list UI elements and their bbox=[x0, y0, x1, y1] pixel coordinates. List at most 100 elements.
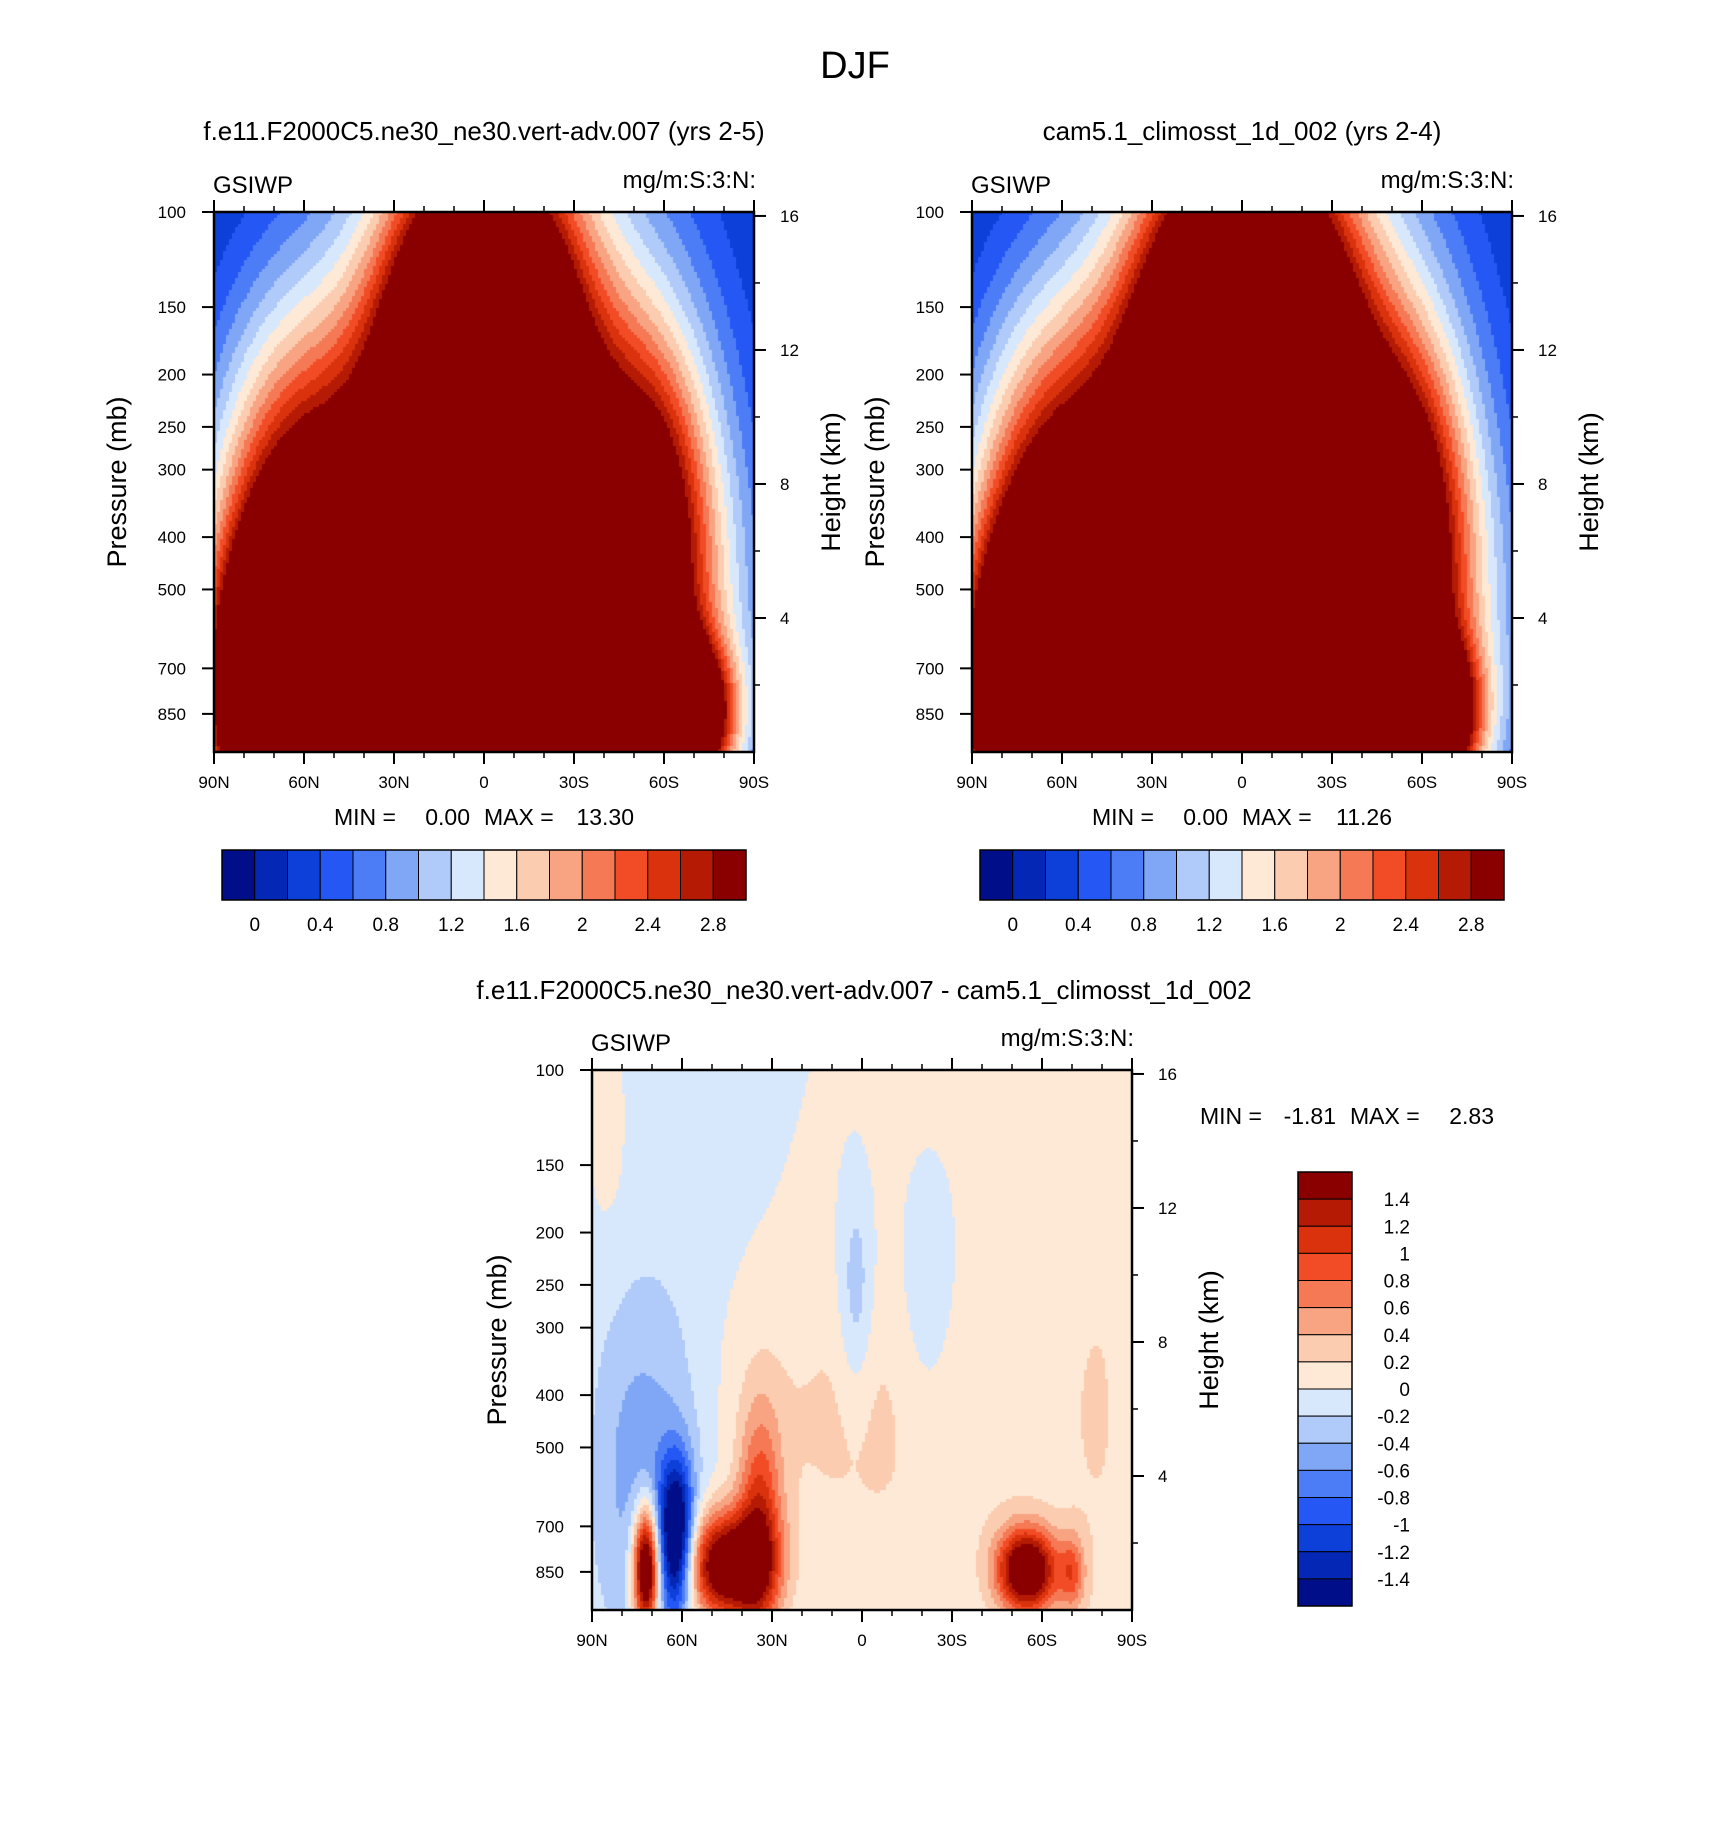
y-tick-label: 700 bbox=[536, 1517, 564, 1536]
panel-3-ylabel-right: Height (km) bbox=[1194, 1270, 1224, 1410]
x-tick-label: 60S bbox=[649, 773, 679, 792]
y-tick-label: 500 bbox=[916, 580, 944, 599]
panel-3-title: f.e11.F2000C5.ne30_ne30.vert-adv.007 - c… bbox=[476, 975, 1251, 1005]
y-right-tick-label: 4 bbox=[1538, 609, 1547, 628]
colorbar-label: 0.8 bbox=[373, 915, 399, 936]
y-right-tick-label: 8 bbox=[1538, 475, 1547, 494]
y-tick-label: 150 bbox=[536, 1156, 564, 1175]
colorbar-box bbox=[1110, 849, 1145, 901]
colorbar-box bbox=[1297, 1388, 1353, 1417]
colorbar-box bbox=[979, 849, 1014, 901]
colorbar-label: 1.2 bbox=[438, 915, 464, 936]
y-right-tick-label: 12 bbox=[780, 341, 799, 360]
panel-3-colorbar: 1.4 1.2 1 0.8 0.6 0.4 0.2 0 -0.2 -0.4 -0.6 -0.8 -1 -1… bbox=[1297, 1171, 1411, 1607]
y-tick-label: 700 bbox=[916, 659, 944, 678]
colorbar-box bbox=[1274, 849, 1308, 901]
colorbar-label: -1 bbox=[1393, 1516, 1410, 1537]
panel-2-min-label: MIN = bbox=[1092, 804, 1154, 830]
panel-1-max-value: 13.30 bbox=[576, 804, 634, 830]
y-tick-label: 300 bbox=[158, 461, 186, 480]
y-tick-label: 100 bbox=[536, 1061, 564, 1080]
colorbar-box bbox=[1241, 849, 1276, 901]
y-tick-label: 250 bbox=[536, 1276, 564, 1295]
colorbar-box bbox=[1297, 1307, 1353, 1336]
colorbar-box bbox=[221, 849, 256, 901]
colorbar-box bbox=[1297, 1225, 1353, 1254]
colorbar-box bbox=[1339, 849, 1374, 901]
colorbar-label: -0.6 bbox=[1377, 1461, 1410, 1482]
panel-1-variable-label: GSIWP bbox=[213, 172, 293, 199]
y-tick-label: 200 bbox=[916, 366, 944, 385]
x-tick-label: 90S bbox=[1497, 773, 1527, 792]
panel-2-min-value: 0.00 bbox=[1183, 804, 1228, 830]
colorbar-box bbox=[1307, 849, 1341, 901]
colorbar-label: 2 bbox=[577, 915, 588, 936]
colorbar-label: 0.4 bbox=[1065, 915, 1092, 936]
x-tick-label: 0 bbox=[479, 773, 488, 792]
y-tick-label: 300 bbox=[916, 461, 944, 480]
y-tick-label: 300 bbox=[536, 1319, 564, 1338]
y-tick-label: 250 bbox=[158, 418, 186, 437]
colorbar-box bbox=[1297, 1361, 1353, 1390]
y-tick-label: 250 bbox=[916, 418, 944, 437]
colorbar-box bbox=[450, 849, 485, 901]
colorbar-label: 1.4 bbox=[1384, 1190, 1411, 1211]
colorbar-box bbox=[614, 849, 649, 901]
colorbar-label: 2.4 bbox=[635, 915, 662, 936]
panel-1-ylabel-right: Height (km) bbox=[816, 412, 846, 552]
colorbar-box bbox=[647, 849, 681, 901]
figure-title: DJF bbox=[820, 45, 890, 87]
x-tick-label: 60N bbox=[288, 773, 319, 792]
x-tick-label: 60N bbox=[666, 1631, 697, 1650]
y-right-tick-label: 4 bbox=[1158, 1467, 1167, 1486]
colorbar-box bbox=[1297, 1171, 1353, 1200]
colorbar-label: 2.8 bbox=[700, 915, 726, 936]
colorbar-label: 0 bbox=[1007, 915, 1018, 936]
colorbar-box bbox=[1297, 1497, 1353, 1526]
panel-1-min-value: 0.00 bbox=[425, 804, 470, 830]
colorbar-label: -1.2 bbox=[1377, 1543, 1410, 1564]
y-tick-label: 500 bbox=[536, 1438, 564, 1457]
colorbar-box bbox=[516, 849, 550, 901]
colorbar-frame bbox=[221, 849, 747, 901]
colorbar-box bbox=[549, 849, 583, 901]
panel-2-max-value: 11.26 bbox=[1336, 804, 1392, 830]
colorbar-box bbox=[712, 849, 747, 901]
panel-1: f.e11.F2000C5.ne30_ne30.vert-adv.007 (yr… bbox=[102, 116, 846, 936]
panel-1-colorbar: 0 0.4 0.8 1.2 1.6 2 2.4 2.8 bbox=[221, 849, 747, 936]
colorbar-label: 0.8 bbox=[1384, 1272, 1410, 1293]
y-tick-label: 150 bbox=[158, 298, 186, 317]
colorbar-box bbox=[1045, 849, 1079, 901]
x-tick-label: 30S bbox=[1317, 773, 1347, 792]
colorbar-label: 1 bbox=[1399, 1244, 1410, 1265]
colorbar-box bbox=[1176, 849, 1210, 901]
colorbar-box bbox=[1077, 849, 1112, 901]
panel-3-units-label: mg/m:S:3:N: bbox=[1001, 1025, 1134, 1052]
colorbar-box bbox=[1405, 849, 1439, 901]
colorbar-label: 0 bbox=[1399, 1380, 1410, 1401]
colorbar-frame bbox=[1297, 1171, 1353, 1607]
panel-3-max-value: 2.83 bbox=[1449, 1103, 1494, 1129]
colorbar-box bbox=[581, 849, 616, 901]
colorbar-box bbox=[680, 849, 714, 901]
panel-3-plot-area bbox=[592, 1070, 1132, 1610]
panel-3-max-label: MAX = bbox=[1350, 1103, 1420, 1129]
x-tick-label: 90N bbox=[956, 773, 987, 792]
colorbar-box bbox=[319, 849, 354, 901]
x-tick-label: 30N bbox=[1136, 773, 1167, 792]
colorbar-box bbox=[483, 849, 518, 901]
x-tick-label: 90N bbox=[576, 1631, 607, 1650]
colorbar-label: 1.2 bbox=[1196, 915, 1222, 936]
colorbar-label: 0.6 bbox=[1384, 1299, 1410, 1320]
colorbar-box bbox=[1297, 1415, 1353, 1444]
panel-3-ylabel: Pressure (mb) bbox=[482, 1254, 512, 1425]
colorbar-label: 0.4 bbox=[1384, 1326, 1411, 1347]
panel-2-field bbox=[972, 212, 1512, 752]
y-tick-label: 850 bbox=[536, 1563, 564, 1582]
y-tick-label: 700 bbox=[158, 659, 186, 678]
x-tick-label: 60N bbox=[1046, 773, 1077, 792]
colorbar-box bbox=[1297, 1578, 1353, 1607]
colorbar-label: 2.4 bbox=[1393, 915, 1420, 936]
x-tick-label: 30N bbox=[756, 1631, 787, 1650]
colorbar-box bbox=[254, 849, 288, 901]
